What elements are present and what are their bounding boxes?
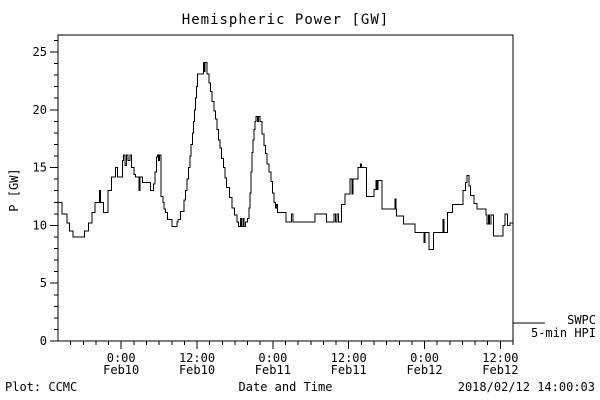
y-tick-label: 25 — [33, 45, 47, 59]
y-tick-label: 10 — [33, 218, 47, 232]
x-tick-date-label: Feb12 — [406, 363, 442, 377]
x-tick-date-label: Feb11 — [255, 363, 291, 377]
x-tick-time-label: 0:00 — [258, 351, 287, 365]
x-tick-date-label: Feb12 — [482, 363, 518, 377]
chart-title: Hemispheric Power [GW] — [181, 12, 390, 28]
y-tick-label: 20 — [33, 103, 47, 117]
x-tick-time-label: 0:00 — [107, 351, 136, 365]
legend-cadence-label: 5-min HPI — [530, 326, 596, 340]
y-tick-label: 0 — [40, 334, 47, 348]
x-tick-time-label: 12:00 — [179, 351, 215, 365]
plot-source-label: Plot: CCMC — [5, 380, 78, 394]
plot-frame — [57, 34, 514, 342]
y-axis-label: P [GW] — [7, 168, 21, 212]
x-tick-date-label: Feb11 — [331, 363, 367, 377]
legend: SWPC 5-min HPI — [531, 314, 596, 340]
y-tick-label: 15 — [33, 161, 47, 175]
plot-timestamp: 2018/02/12 14:00:03 — [457, 380, 595, 394]
x-axis-label: Date and Time — [238, 380, 333, 394]
y-tick-label: 5 — [40, 276, 47, 290]
legend-series-label: SWPC — [567, 313, 596, 327]
x-tick-date-label: Feb10 — [179, 363, 215, 377]
x-tick-time-label: 12:00 — [331, 351, 367, 365]
x-tick-date-label: Feb10 — [103, 363, 139, 377]
hpi-series-line — [58, 61, 513, 251]
x-tick-time-label: 12:00 — [482, 351, 518, 365]
x-tick-time-label: 0:00 — [410, 351, 439, 365]
